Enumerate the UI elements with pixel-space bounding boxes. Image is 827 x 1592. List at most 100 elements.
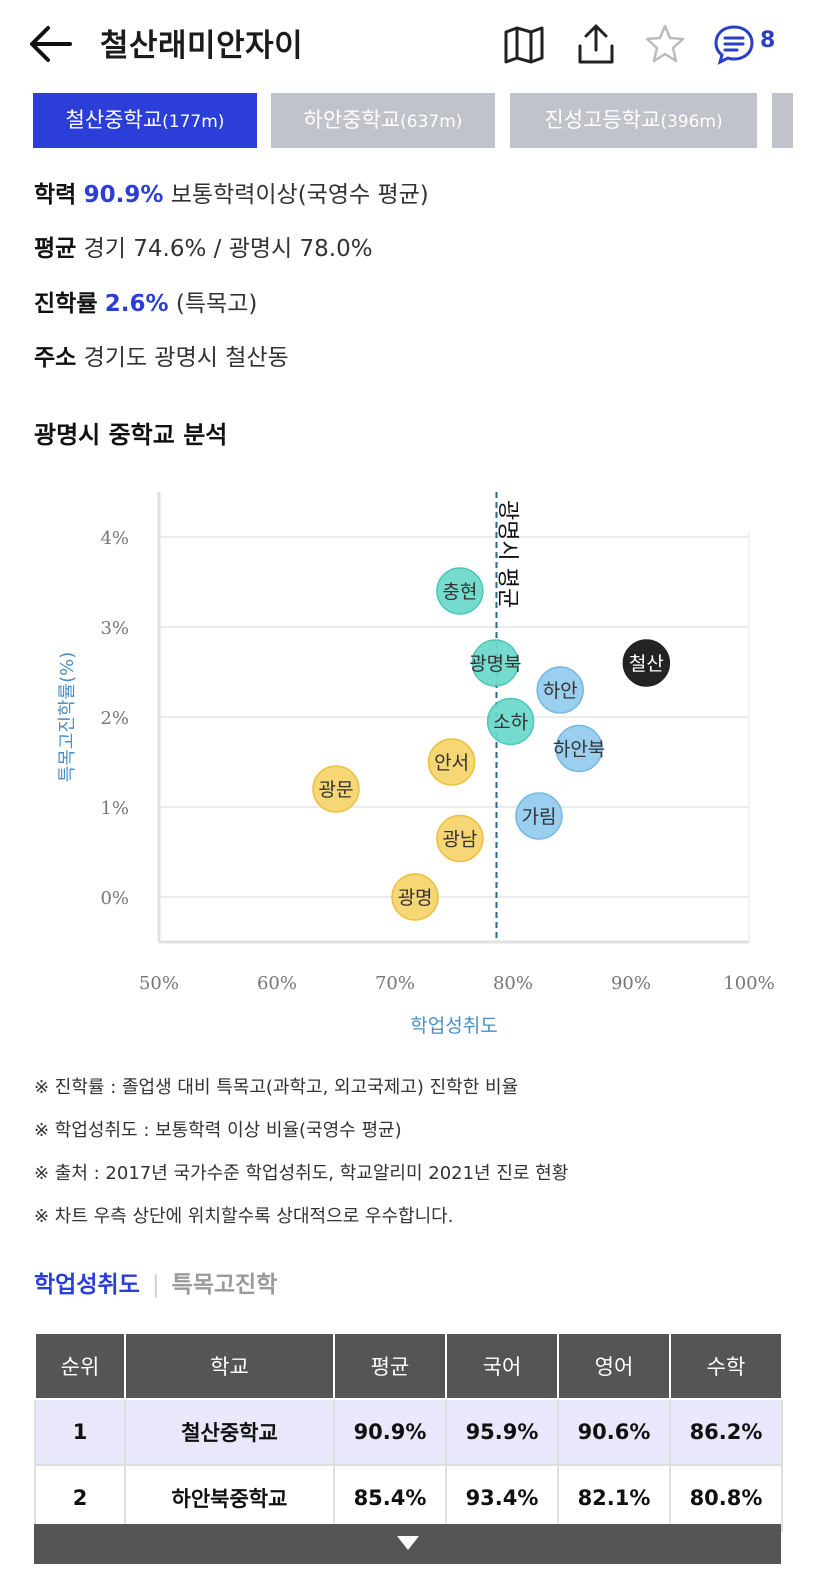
table-row[interactable]: 2 하안북중학교 85.4% 93.4% 82.1% 80.8% <box>34 1464 783 1532</box>
school-tabs: 철산중학교(177m) 하안중학교(637m) 진성고등학교(396m) <box>33 93 793 148</box>
data-point <box>622 639 671 687</box>
tab-school-name: 진성고등학교 <box>544 108 661 132</box>
tab-special-high[interactable]: 특목고진학 <box>171 1272 278 1298</box>
data-point <box>436 814 484 863</box>
info-value: 2.6% <box>104 291 169 317</box>
cell-school: 하안북중학교 <box>124 1464 335 1532</box>
tab-school-2[interactable]: 하안중학교(637m) <box>271 93 495 148</box>
scatter-chart: 0% 1% 2% 3% 4% 50% 60% 70% 80% 90% 100% 학업성취도 특목고진학률… <box>57 492 775 1037</box>
cell-rank: 2 <box>34 1464 126 1532</box>
point-label: 광명북 <box>469 653 521 675</box>
tab-school-name: 하안중학교 <box>303 108 401 132</box>
x-tick-label: 50% <box>139 973 179 994</box>
section-title: 광명시 중학교 분석 <box>34 421 228 449</box>
star-icon[interactable] <box>643 22 687 66</box>
x-tick-label: 70% <box>375 973 415 994</box>
point-label: 철산 <box>629 653 664 675</box>
cell-english: 90.6% <box>557 1398 671 1466</box>
point-label: 가림 <box>521 806 556 828</box>
info-label: 평균 <box>34 236 77 262</box>
data-point <box>515 792 563 840</box>
ranking-subtabs: 학업성취도 | 특목고진학 <box>34 1265 277 1299</box>
cell-math: 86.2% <box>669 1398 783 1466</box>
x-tick-label: 90% <box>611 973 651 994</box>
tab-school-distance: (177m) <box>162 112 225 132</box>
data-point <box>471 639 520 687</box>
info-label: 주소 <box>34 345 77 371</box>
info-desc: (특목고) <box>175 291 258 317</box>
expand-table-button[interactable] <box>34 1524 781 1564</box>
data-point <box>536 666 584 714</box>
info-desc: 경기 74.6% / 광명시 78.0% <box>83 236 373 262</box>
x-tick-label: 80% <box>493 973 533 994</box>
tab-school-distance: (637m) <box>400 112 463 132</box>
y-axis-label: 특목고진학률(%) <box>57 652 78 783</box>
cell-rank: 1 <box>34 1398 126 1466</box>
header-math: 수학 <box>669 1332 783 1400</box>
x-axis-label: 학업성취도 <box>410 1015 497 1037</box>
notes: ※ 진학률 : 졸업생 대비 특목고(과학고, 외고국제고) 진학한 비율 ※ … <box>34 1072 568 1244</box>
ranking-table: 순위 학교 평균 국어 영어 수학 1 철산중학교 90.9% 95.9% 90… <box>34 1332 783 1532</box>
note-line: ※ 진학률 : 졸업생 대비 특목고(과학고, 외고국제고) 진학한 비율 <box>34 1077 519 1098</box>
point-label: 충현 <box>442 581 477 603</box>
y-tick-label: 2% <box>100 708 129 729</box>
y-tick-label: 0% <box>100 888 129 909</box>
page-title: 철산래미안자이 <box>100 28 304 64</box>
cell-average: 90.9% <box>333 1398 447 1466</box>
info-average: 평균 경기 74.6% / 광명시 78.0% <box>34 229 373 263</box>
info-value: 90.9% <box>83 182 164 208</box>
tab-achievement[interactable]: 학업성취도 <box>34 1272 140 1298</box>
info-advance-rate: 진학률 2.6% (특목고) <box>34 284 257 318</box>
data-point <box>555 724 603 773</box>
header-average: 평균 <box>333 1332 447 1400</box>
info-address: 주소 경기도 광명시 철산동 <box>34 338 289 372</box>
cell-average: 85.4% <box>333 1464 447 1532</box>
note-line: ※ 출처 : 2017년 국가수준 학업성취도, 학교알리미 2021년 진로 … <box>34 1163 569 1184</box>
info-desc: 보통학력이상(국영수 평균) <box>170 182 429 208</box>
tab-school-more[interactable] <box>772 93 793 148</box>
map-icon[interactable] <box>502 22 546 66</box>
point-label: 안서 <box>434 752 469 774</box>
info-label: 진학률 <box>34 291 98 317</box>
data-point <box>391 873 439 921</box>
point-label: 소하 <box>493 712 528 734</box>
point-label: 하안 <box>543 680 578 702</box>
share-icon[interactable] <box>574 22 618 66</box>
back-arrow-icon[interactable] <box>28 24 74 64</box>
tab-school-3[interactable]: 진성고등학교(396m) <box>510 93 757 148</box>
tab-school-distance: (396m) <box>660 112 723 132</box>
cell-math: 80.8% <box>669 1464 783 1532</box>
chevron-down-icon <box>397 1536 419 1550</box>
cell-school: 철산중학교 <box>124 1398 335 1466</box>
info-label: 학력 <box>34 182 77 208</box>
table-row[interactable]: 1 철산중학교 90.9% 95.9% 90.6% 86.2% <box>34 1398 783 1466</box>
table-header-row: 순위 학교 평균 국어 영어 수학 <box>34 1332 783 1400</box>
y-tick-label: 4% <box>100 528 129 549</box>
data-point <box>486 697 535 746</box>
reference-line-label: 광명시 평균 <box>494 500 519 608</box>
y-tick-label: 1% <box>100 798 129 819</box>
header-korean: 국어 <box>445 1332 559 1400</box>
point-label: 광문 <box>319 779 354 801</box>
note-line: ※ 학업성취도 : 보통학력 이상 비율(국영수 평균) <box>34 1120 402 1141</box>
y-tick-label: 3% <box>100 618 129 639</box>
header-rank: 순위 <box>34 1332 126 1400</box>
tab-separator: | <box>151 1272 160 1298</box>
cell-korean: 95.9% <box>445 1398 559 1466</box>
cell-korean: 93.4% <box>445 1464 559 1532</box>
note-line: ※ 차트 우측 상단에 위치할수록 상대적으로 우수합니다. <box>34 1206 454 1227</box>
comment-icon[interactable] <box>712 22 756 66</box>
header-english: 영어 <box>557 1332 671 1400</box>
header-school: 학교 <box>124 1332 335 1400</box>
cell-english: 82.1% <box>557 1464 671 1532</box>
app-header: 철산래미안자이 8 <box>0 0 827 88</box>
data-point <box>427 738 476 786</box>
x-tick-label: 100% <box>723 973 774 994</box>
info-desc: 경기도 광명시 철산동 <box>83 345 289 371</box>
info-achievement: 학력 90.9% 보통학력이상(국영수 평균) <box>34 175 429 209</box>
point-label: 광남 <box>442 829 477 851</box>
point-label: 광명 <box>398 887 433 909</box>
comment-count: 8 <box>760 28 776 53</box>
tab-school-1[interactable]: 철산중학교(177m) <box>33 93 257 148</box>
x-tick-label: 60% <box>257 973 297 994</box>
